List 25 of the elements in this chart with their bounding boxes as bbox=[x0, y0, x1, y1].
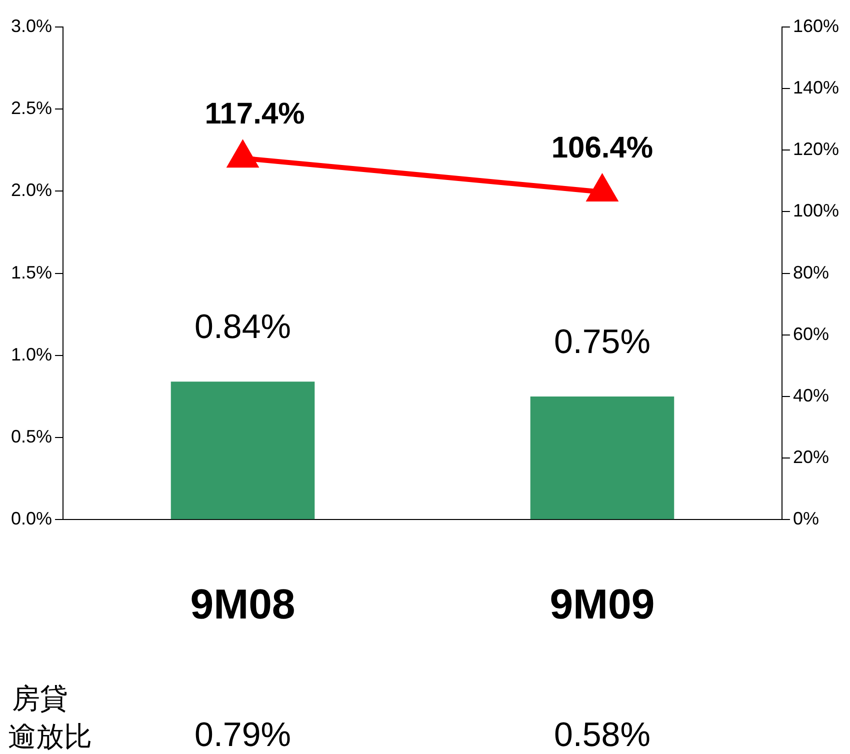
text: 0.79% bbox=[194, 716, 291, 754]
y2-tick-label: 120% bbox=[792, 139, 840, 160]
text: 0.58% bbox=[554, 716, 650, 754]
x-tick-label: 9M09 bbox=[550, 580, 655, 628]
y2-tick-label: 0% bbox=[792, 508, 819, 529]
data-label: 0.75% bbox=[554, 322, 650, 361]
text: 房貸逾放比 bbox=[8, 682, 92, 753]
x-tick-label: 9M08 bbox=[190, 580, 296, 628]
y2-tick-label: 80% bbox=[792, 262, 829, 282]
data-label: 117.4% bbox=[204, 97, 305, 130]
y2-tick-label: 160% bbox=[792, 16, 840, 36]
y2-tick-label: 20% bbox=[792, 446, 829, 467]
y-tick-label: 2.0% bbox=[10, 180, 52, 200]
y-tick-label: 0.5% bbox=[10, 426, 52, 446]
y-tick-label: 0.0% bbox=[10, 508, 52, 529]
y2-tick-label: 140% bbox=[792, 78, 840, 98]
y-tick-label: 3.0% bbox=[10, 16, 52, 36]
y2-tick-label: 40% bbox=[792, 385, 829, 406]
y2-tick-label: 60% bbox=[792, 324, 829, 344]
y-tick-label: 1.0% bbox=[10, 344, 52, 364]
y2-tick-label: 100% bbox=[792, 200, 840, 221]
data-label: 106.4% bbox=[551, 131, 654, 164]
data-label: 0.84% bbox=[194, 308, 291, 346]
y-tick-label: 2.5% bbox=[10, 98, 52, 118]
y-tick-label: 1.5% bbox=[10, 262, 52, 282]
